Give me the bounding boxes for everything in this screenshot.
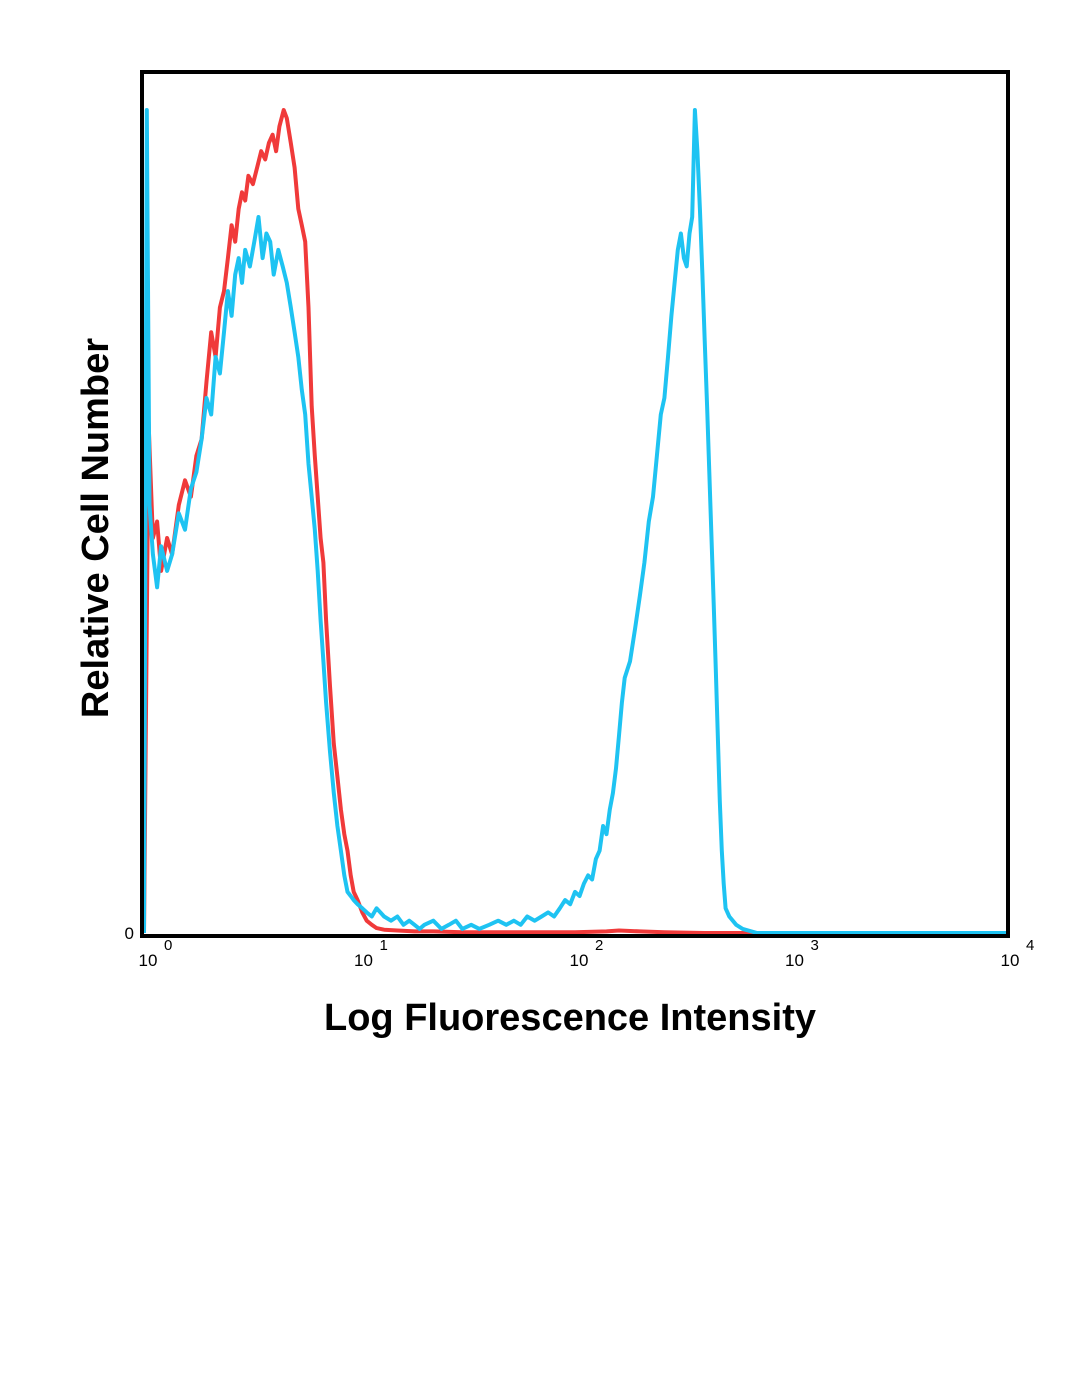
x-tick-label: 10 3 (785, 937, 819, 970)
x-tick-labels: 10 0 10 1 10 2 10 3 10 4 (139, 937, 1035, 970)
x-tick-base: 10 (570, 951, 589, 970)
x-tick-exponent: 4 (1026, 937, 1034, 954)
y-axis-title: Relative Cell Number (75, 338, 117, 718)
x-tick-label: 10 1 (354, 937, 388, 970)
x-tick-exponent: 0 (164, 937, 172, 954)
plot-frame (140, 70, 1010, 938)
x-tick-exponent: 3 (811, 937, 819, 954)
x-tick-label: 10 0 (139, 937, 173, 970)
x-tick-exponent: 2 (595, 937, 603, 954)
x-tick-base: 10 (139, 951, 158, 970)
x-tick-label: 10 2 (570, 937, 604, 970)
x-tick-base: 10 (354, 951, 373, 970)
series-layer (142, 108, 1006, 935)
series-line-1 (142, 108, 1006, 935)
x-tick-base: 10 (785, 951, 804, 970)
x-tick-exponent: 1 (380, 937, 388, 954)
series-line-2 (142, 108, 1006, 935)
x-tick-label: 10 4 (1001, 937, 1035, 970)
x-axis-title: Log Fluorescence Intensity (324, 997, 816, 1039)
x-tick-base: 10 (1001, 951, 1020, 970)
y-tick-label: 0 (125, 924, 134, 943)
y-tick-labels: 0 (125, 924, 134, 943)
